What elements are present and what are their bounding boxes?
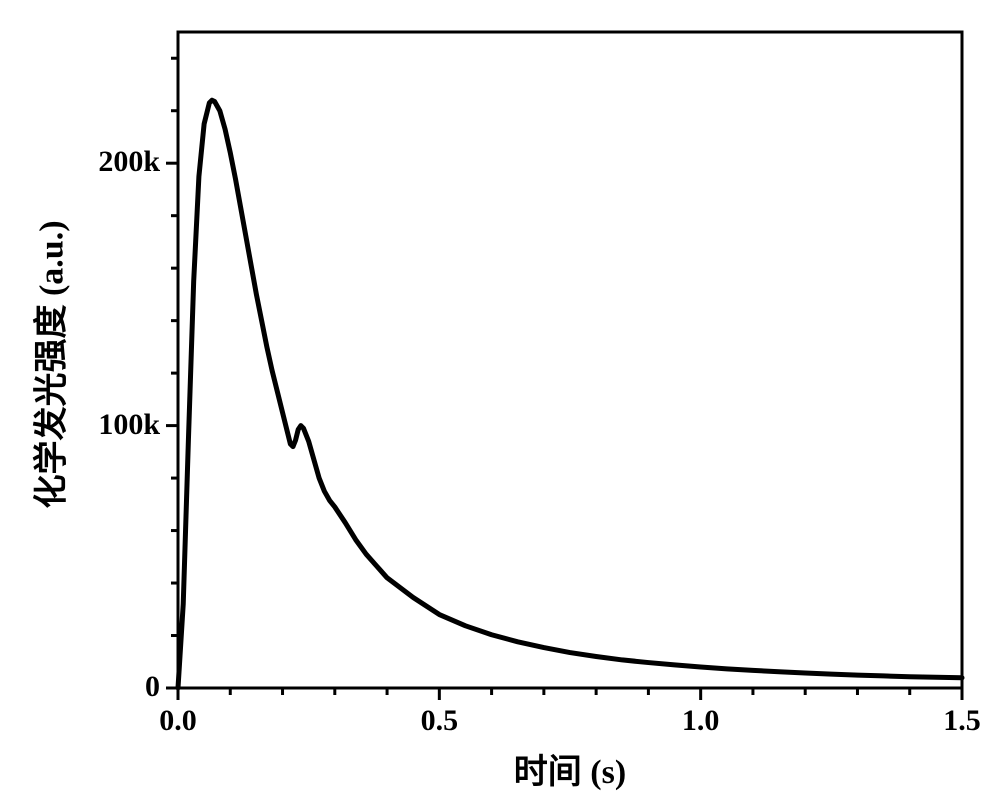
x-tick-label: 1.0 bbox=[661, 704, 741, 738]
y-tick-label: 0 bbox=[145, 670, 160, 704]
x-axis-label: 时间 (s) bbox=[470, 744, 670, 793]
plot-frame bbox=[178, 32, 962, 688]
x-tick-label: 1.5 bbox=[922, 704, 1000, 738]
y-tick-label: 100k bbox=[98, 408, 160, 442]
intensity-line bbox=[178, 100, 962, 688]
x-tick-label: 0.0 bbox=[138, 704, 218, 738]
x-tick-label: 0.5 bbox=[399, 704, 479, 738]
y-tick-label: 200k bbox=[98, 145, 160, 179]
y-axis-label: 化学发光强度 (a.u.) bbox=[24, 164, 73, 564]
